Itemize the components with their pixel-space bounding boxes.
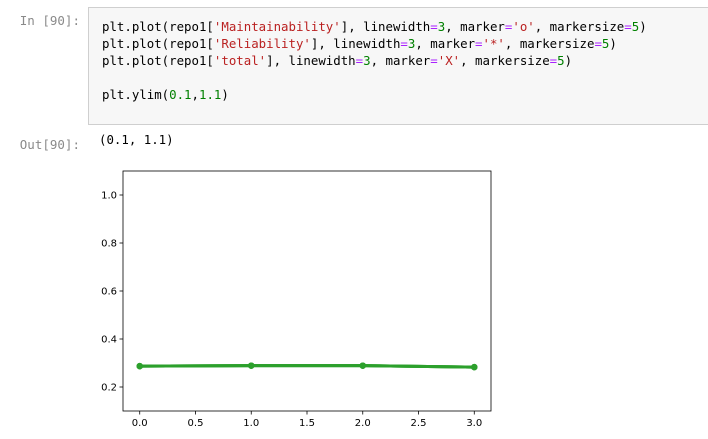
code-line: plt.plot(repo1['total'], linewidth=3, ma…: [102, 52, 647, 69]
code-token: 0.1: [169, 87, 192, 102]
code-line: plt.ylim(0.1,1.1): [102, 86, 647, 103]
x-tick-label: 2.5: [411, 418, 427, 429]
x-tick-label: 3.0: [466, 418, 482, 429]
code-token: , markersize: [504, 36, 595, 51]
code-token: 'o': [512, 19, 535, 34]
code-token: plt.ylim(: [102, 87, 170, 102]
code-line: [102, 69, 647, 86]
plot-area-frame: [122, 170, 492, 412]
code-token: 3: [407, 36, 416, 51]
code-token: ], linewidth: [266, 53, 356, 68]
x-tick-label: 2.0: [355, 418, 371, 429]
y-tick-label: 0.2: [101, 383, 117, 394]
code-token: 3: [437, 19, 446, 34]
code-token: 'X': [437, 53, 461, 68]
code-line: plt.plot(repo1['Reliability'], linewidth…: [102, 35, 647, 52]
y-axis: 0.2 0.4 0.6 0.8 1.0: [101, 191, 123, 394]
code-token: ): [221, 87, 229, 102]
series-group: [136, 362, 478, 371]
input-prompt: In [90]:: [19, 13, 80, 28]
code-token: , marker: [370, 53, 431, 68]
data-point: [359, 362, 366, 369]
code-token: ], linewidth: [310, 36, 401, 51]
code-token: , marker: [445, 19, 505, 34]
output-prompt: Out[90]:: [19, 137, 80, 152]
code-token: '*': [482, 36, 505, 51]
code-token: 5: [631, 19, 640, 34]
code-token: plt.plot(repo1[: [102, 36, 214, 51]
code-token: =: [430, 19, 438, 34]
code-token: =: [594, 36, 602, 51]
code-token: ): [564, 53, 573, 68]
code-token: =: [355, 53, 364, 68]
code-token: ], linewidth: [340, 19, 431, 34]
code-token: ): [609, 36, 617, 51]
code-token: plt.plot(repo1[: [102, 19, 214, 34]
code-token: , markersize: [460, 53, 550, 68]
code-token: 'Maintainability': [213, 19, 341, 34]
code-token: 5: [601, 36, 610, 51]
code-line: plt.plot(repo1['Maintainability'], linew…: [102, 18, 647, 35]
x-tick-label: 0.0: [132, 418, 148, 429]
data-point: [136, 362, 143, 370]
y-tick-label: 0.6: [101, 287, 117, 298]
code-token: 'Reliability': [213, 36, 311, 51]
code-token: plt.plot(repo1[: [102, 53, 214, 68]
output-text: (0.1, 1.1): [99, 132, 174, 147]
data-point: [471, 363, 478, 371]
code-token: 1.1: [199, 87, 222, 102]
series-line-3: [138, 364, 476, 369]
x-tick-label: 1.0: [243, 418, 259, 429]
y-tick-label: 1.0: [101, 191, 117, 202]
code-token: 'total': [213, 53, 267, 68]
data-point: [248, 362, 255, 369]
x-tick-label: 0.5: [188, 418, 204, 429]
code-token: 3: [363, 53, 371, 68]
code-token: , markersize: [534, 19, 625, 34]
y-tick-label: 0.4: [101, 335, 117, 346]
code-editor[interactable]: plt.plot(repo1['Maintainability'], linew…: [102, 18, 647, 103]
code-token: =: [624, 19, 632, 34]
code-token: =: [430, 53, 438, 68]
code-token: 5: [557, 53, 565, 68]
code-input-area[interactable]: plt.plot(repo1['Maintainability'], linew…: [88, 7, 708, 125]
y-tick-label: 0.8: [101, 239, 117, 250]
code-token: ,: [191, 87, 199, 102]
code-token: =: [475, 36, 483, 51]
x-axis: 0.0 0.5 1.0 1.5 2.0 2.5 3.0: [132, 411, 482, 429]
code-token: ): [639, 19, 647, 34]
line-chart: 0.2 0.4 0.6 0.8 1.0 0.0 0.5 1.0 1.5 2.0 2.5 3.0: [101, 170, 492, 429]
code-token: =: [400, 36, 408, 51]
x-tick-label: 1.5: [299, 418, 315, 429]
code-token: , marker: [415, 36, 476, 51]
code-token: =: [549, 53, 558, 68]
code-token: =: [504, 19, 513, 34]
